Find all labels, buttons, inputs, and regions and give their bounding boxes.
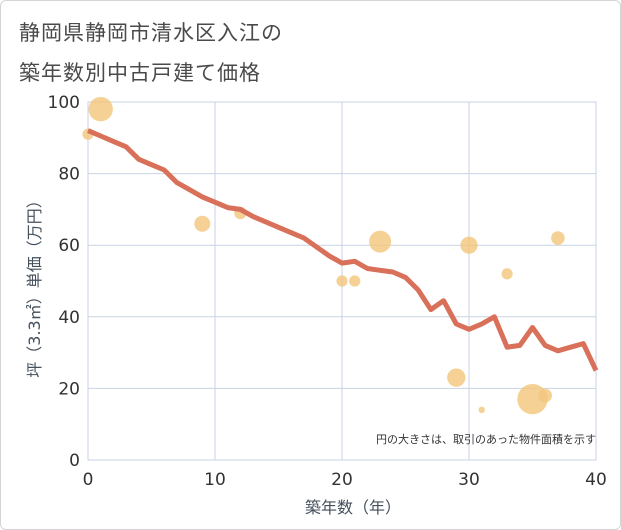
scatter-point	[349, 275, 361, 287]
scatter-point	[538, 388, 552, 403]
scatter-point	[551, 231, 565, 245]
x-tick-label: 0	[83, 470, 94, 490]
y-axis-ticks: 0 20 40 60 80 100	[48, 93, 80, 471]
chart-title-line1: 静岡県静岡市清水区入江の	[19, 21, 283, 45]
x-tick-label: 40	[585, 470, 607, 490]
scatter-point	[460, 236, 478, 254]
bubble-size-note: 円の大きさは、取引のあった物件面積を示す	[376, 432, 596, 446]
x-tick-label: 20	[331, 470, 353, 490]
scatter-point	[478, 406, 485, 414]
y-tick-label: 40	[58, 308, 80, 328]
y-tick-label: 60	[58, 236, 80, 256]
x-tick-label: 30	[458, 470, 480, 490]
y-tick-label: 20	[58, 379, 80, 399]
scatter-series	[82, 96, 565, 415]
x-tick-label: 10	[204, 470, 226, 490]
scatter-point	[88, 96, 113, 122]
y-tick-label: 80	[58, 165, 80, 185]
y-axis-label: 坪（3.3㎡）単価（万円）	[25, 192, 44, 377]
chart-title-line2: 築年数別中古戸建て価格	[19, 61, 261, 85]
y-tick-label: 0	[69, 451, 80, 471]
scatter-point	[336, 275, 348, 287]
price-trend-line	[87, 128, 599, 372]
y-tick-label: 100	[48, 93, 80, 113]
scatter-point	[194, 215, 211, 232]
x-axis-ticks: 0 10 20 30 40	[83, 470, 607, 490]
scatter-point	[447, 368, 466, 387]
x-axis-label: 築年数（年）	[305, 498, 401, 517]
scatter-point	[501, 268, 513, 280]
scatter-point	[369, 230, 392, 253]
line-series	[87, 128, 599, 372]
